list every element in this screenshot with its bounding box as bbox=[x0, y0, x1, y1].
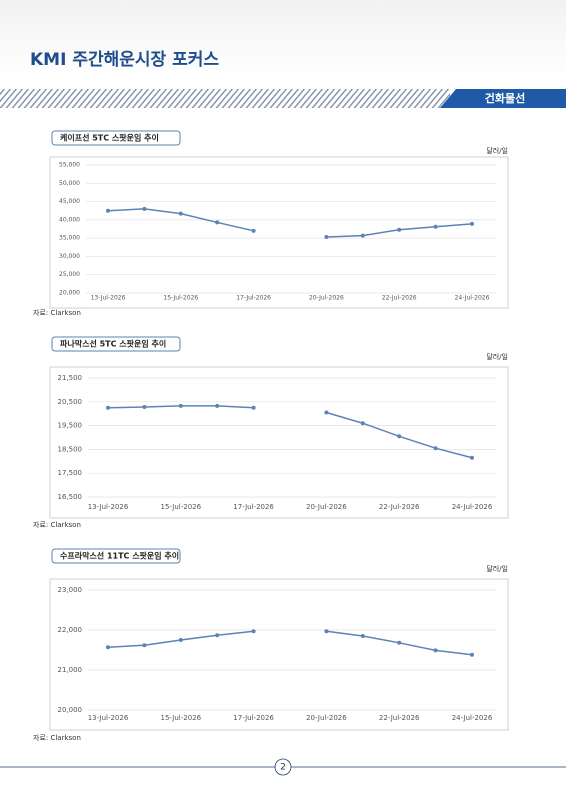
section-title: 건화물선 bbox=[485, 91, 525, 105]
y-tick-label: 21,000 bbox=[58, 666, 83, 674]
data-point bbox=[251, 629, 256, 634]
data-point bbox=[433, 224, 438, 229]
header-bg bbox=[0, 0, 566, 80]
y-unit: 달러/일 bbox=[486, 352, 508, 361]
y-unit: 달러/일 bbox=[486, 146, 508, 155]
data-point bbox=[142, 206, 147, 211]
x-tick-label: 24-Jul-2026 bbox=[455, 295, 490, 302]
data-point bbox=[324, 235, 329, 240]
y-tick-label: 20,000 bbox=[58, 706, 83, 714]
data-point bbox=[324, 410, 329, 415]
source-note: 자료: Clarkson bbox=[33, 308, 81, 317]
data-point bbox=[251, 405, 256, 410]
x-tick-label: 22-Jul-2026 bbox=[382, 295, 417, 302]
x-tick-label: 17-Jul-2026 bbox=[233, 714, 274, 722]
data-point bbox=[397, 227, 402, 232]
y-tick-label: 35,000 bbox=[59, 235, 80, 242]
x-tick-label: 15-Jul-2026 bbox=[160, 503, 201, 511]
data-point bbox=[142, 643, 147, 648]
y-tick-label: 40,000 bbox=[59, 216, 80, 223]
x-tick-label: 17-Jul-2026 bbox=[233, 503, 274, 511]
chart-title-box bbox=[51, 548, 181, 564]
y-tick-label: 19,500 bbox=[58, 422, 83, 430]
x-tick-label: 24-Jul-2026 bbox=[452, 503, 493, 511]
data-point bbox=[360, 233, 365, 238]
data-point bbox=[178, 211, 183, 216]
data-point bbox=[106, 208, 110, 213]
x-tick-label: 20-Jul-2026 bbox=[306, 503, 347, 511]
y-tick-label: 50,000 bbox=[59, 180, 80, 187]
x-tick-label: 15-Jul-2026 bbox=[163, 295, 198, 302]
x-tick-label: 15-Jul-2026 bbox=[160, 714, 201, 722]
data-point bbox=[178, 638, 183, 642]
chart-title: 파나막스선 5TC 스팟운임 추이 bbox=[60, 339, 166, 349]
data-point bbox=[397, 640, 402, 645]
x-tick-label: 13-Jul-2026 bbox=[88, 714, 129, 722]
data-point bbox=[360, 634, 365, 638]
y-tick-label: 22,000 bbox=[58, 626, 83, 634]
plot-box bbox=[49, 156, 509, 309]
data-point bbox=[470, 221, 474, 226]
data-point bbox=[324, 629, 329, 634]
chart-title: 수프라막스선 11TC 스팟운임 추이 bbox=[60, 551, 179, 561]
x-tick-label: 22-Jul-2026 bbox=[379, 714, 420, 722]
y-tick-label: 18,500 bbox=[58, 445, 83, 453]
y-tick-label: 20,000 bbox=[59, 290, 80, 297]
y-tick-label: 23,000 bbox=[58, 586, 83, 594]
y-tick-label: 45,000 bbox=[59, 198, 80, 205]
plot-box bbox=[49, 578, 509, 731]
chart-title-box bbox=[51, 336, 181, 352]
section-tab bbox=[440, 89, 566, 108]
data-point bbox=[470, 652, 474, 657]
data-point bbox=[251, 228, 256, 233]
x-tick-label: 22-Jul-2026 bbox=[379, 503, 420, 511]
page-number-circle bbox=[274, 758, 292, 776]
y-tick-label: 55,000 bbox=[59, 162, 80, 169]
x-tick-label: 17-Jul-2026 bbox=[236, 295, 271, 302]
y-tick-label: 21,500 bbox=[58, 374, 83, 382]
data-point bbox=[215, 403, 220, 408]
chart-title-box bbox=[51, 130, 181, 146]
x-tick-label: 20-Jul-2026 bbox=[309, 295, 344, 302]
data-point bbox=[433, 648, 438, 653]
x-tick-label: 13-Jul-2026 bbox=[91, 295, 126, 302]
y-tick-label: 30,000 bbox=[59, 253, 80, 260]
data-point bbox=[433, 446, 438, 451]
source-note: 자료: Clarkson bbox=[33, 733, 81, 742]
chart-title: 케이프선 5TC 스팟운임 추이 bbox=[60, 133, 159, 143]
data-point bbox=[397, 434, 402, 439]
y-tick-label: 16,500 bbox=[58, 493, 83, 501]
data-point bbox=[178, 403, 183, 408]
page-number: 2 bbox=[280, 763, 286, 773]
source-note: 자료: Clarkson bbox=[33, 520, 81, 529]
data-point bbox=[215, 220, 220, 225]
data-point bbox=[360, 421, 365, 426]
y-tick-label: 17,500 bbox=[58, 469, 83, 477]
data-point bbox=[470, 455, 474, 460]
data-point bbox=[142, 405, 147, 410]
data-point bbox=[106, 405, 110, 410]
x-tick-label: 20-Jul-2026 bbox=[306, 714, 347, 722]
x-tick-label: 24-Jul-2026 bbox=[452, 714, 493, 722]
plot-box bbox=[49, 366, 509, 519]
header-title: KMI 주간해운시장 포커스 bbox=[30, 50, 219, 70]
header-stripes bbox=[0, 89, 450, 108]
y-tick-label: 20,500 bbox=[58, 398, 83, 406]
x-tick-label: 13-Jul-2026 bbox=[88, 503, 129, 511]
data-point bbox=[215, 633, 220, 638]
data-point bbox=[106, 645, 110, 650]
y-unit: 달러/일 bbox=[486, 564, 508, 573]
y-tick-label: 25,000 bbox=[59, 271, 80, 278]
